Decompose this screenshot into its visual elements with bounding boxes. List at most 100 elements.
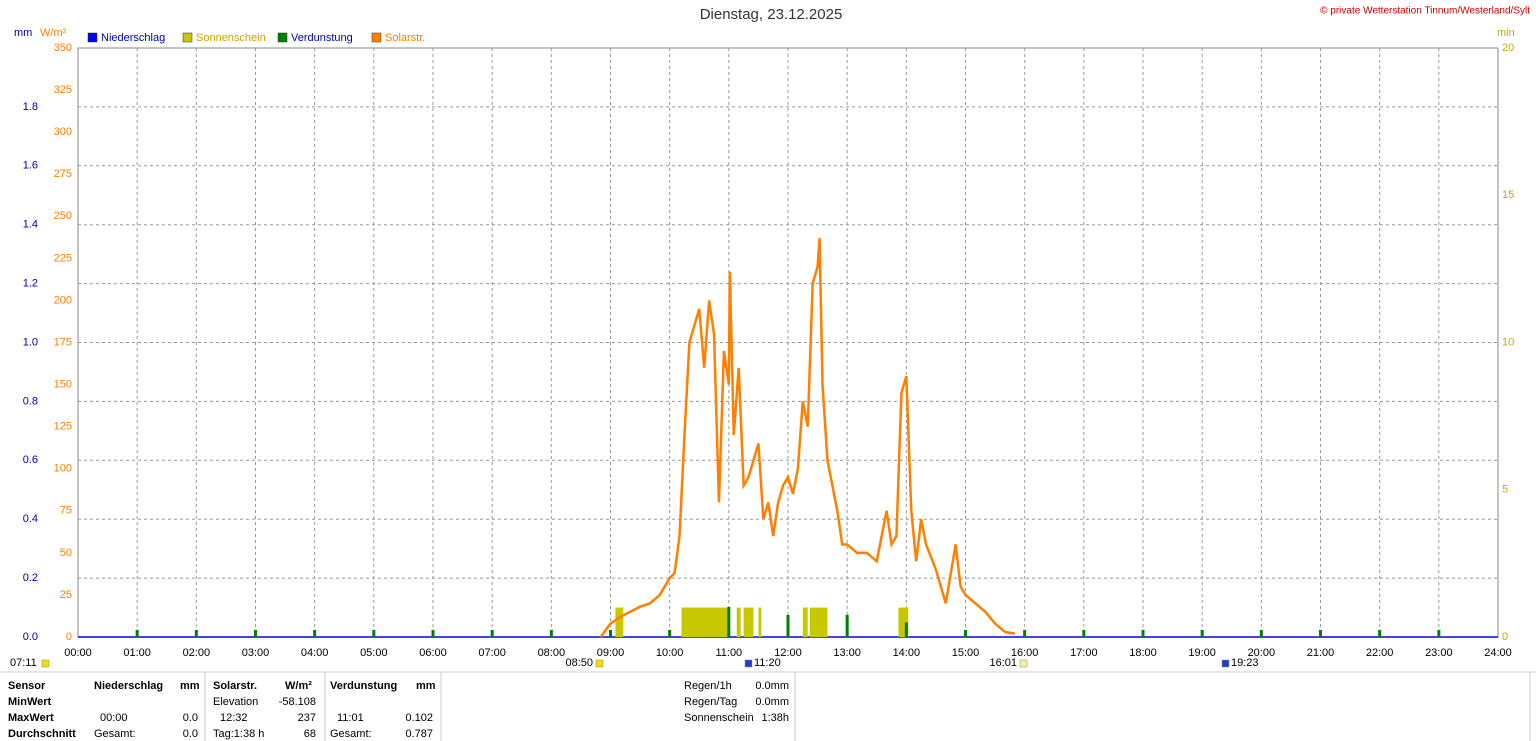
y-tick-label: 1.2 <box>23 278 38 290</box>
row-label: MinWert <box>8 696 52 708</box>
header: mm <box>180 680 200 692</box>
series-line <box>599 238 1016 638</box>
x-tick-label: 20:00 <box>1248 647 1276 659</box>
evaporation-bar <box>549 629 553 637</box>
legend-label: Sonnenschein <box>196 32 266 44</box>
y-tick-label: 275 <box>54 168 72 180</box>
y-tick-label: 1.0 <box>23 336 38 348</box>
sunshine-bar <box>758 607 762 637</box>
x-tick-label: 19:00 <box>1188 647 1216 659</box>
cell: 0.787 <box>405 728 433 740</box>
y-tick-label: 300 <box>54 126 72 138</box>
x-tick-label: 24:00 <box>1484 647 1512 659</box>
x-tick-label: 09:00 <box>597 647 625 659</box>
annotation-icon <box>1019 659 1028 668</box>
chart-title: Dienstag, 23.12.2025 <box>700 6 843 23</box>
y2-tick-label: 0 <box>1502 631 1508 643</box>
evaporation-bar <box>1378 629 1382 637</box>
y-tick-label: 1.8 <box>23 101 38 113</box>
y-tick-label: 0 <box>66 631 72 643</box>
header: Verdunstung <box>330 680 397 692</box>
y-tick-label: 0.2 <box>23 572 38 584</box>
evaporation-bar <box>727 606 731 637</box>
annotation: 16:01 <box>989 657 1017 669</box>
x-tick-label: 18:00 <box>1129 647 1157 659</box>
unit-label: min <box>1497 27 1515 39</box>
evaporation-bar <box>431 629 435 637</box>
y-tick-label: 125 <box>54 421 72 433</box>
cell: 0.0mm <box>755 696 789 708</box>
x-tick-label: 04:00 <box>301 647 329 659</box>
cell: Regen/Tag <box>684 696 737 708</box>
x-tick-label: 21:00 <box>1307 647 1335 659</box>
row-label: MaxWert <box>8 712 54 724</box>
x-tick-label: 23:00 <box>1425 647 1453 659</box>
annotation: 07:11 <box>10 657 37 669</box>
sunshine-bar <box>681 607 729 637</box>
sunshine-bar <box>615 607 624 637</box>
legend-swatch <box>277 32 288 43</box>
cell: 12:32 <box>220 712 248 724</box>
y2-tick-label: 20 <box>1502 42 1514 54</box>
x-tick-label: 06:00 <box>419 647 447 659</box>
annotation: 08:50 <box>565 657 593 669</box>
y-tick-label: 25 <box>60 589 72 601</box>
y-tick-label: 50 <box>60 547 72 559</box>
cell: 68 <box>304 728 316 740</box>
x-tick-label: 15:00 <box>952 647 980 659</box>
x-tick-label: 02:00 <box>183 647 211 659</box>
y-tick-label: 250 <box>54 210 72 222</box>
sunshine-bar <box>736 607 741 637</box>
evaporation-bar <box>490 629 494 637</box>
y-tick-label: 175 <box>54 336 72 348</box>
cell: -58.108 <box>279 696 316 708</box>
legend-swatch <box>87 32 98 43</box>
x-tick-label: 22:00 <box>1366 647 1394 659</box>
y-tick-label: 1.6 <box>23 160 38 172</box>
legend-label: Verdunstung <box>291 32 353 44</box>
y-tick-label: 0.4 <box>23 513 38 525</box>
legend-label: Solarstr. <box>385 32 425 44</box>
x-tick-label: 10:00 <box>656 647 684 659</box>
y-tick-label: 1.4 <box>23 219 38 231</box>
x-tick-label: 11:00 <box>715 647 742 659</box>
header: Solarstr. <box>213 680 257 692</box>
row-label: Durchschnitt <box>8 728 76 740</box>
y-tick-label: 350 <box>54 42 72 54</box>
evaporation-bar <box>194 629 198 637</box>
evaporation-bar <box>964 629 967 637</box>
y-tick-label: 325 <box>54 84 72 96</box>
header: mm <box>416 680 436 692</box>
header: Sensor <box>8 680 46 692</box>
evaporation-bar <box>1141 629 1145 637</box>
header: W/m² <box>285 680 312 692</box>
evaporation-bar <box>254 629 257 637</box>
x-tick-label: 08:00 <box>538 647 566 659</box>
cell: 0.0 <box>183 728 198 740</box>
evaporation-bar <box>1319 629 1322 637</box>
sunshine-bar <box>809 607 828 637</box>
x-tick-label: 05:00 <box>360 647 388 659</box>
cell: Regen/1h <box>684 680 732 692</box>
x-tick-label: 07:00 <box>478 647 506 659</box>
evaporation-bar <box>1082 629 1086 637</box>
y2-tick-label: 10 <box>1502 336 1514 348</box>
annotation-icon <box>41 659 50 668</box>
annotation-icon <box>1221 659 1230 668</box>
legend-swatch <box>182 32 193 43</box>
legend-label: Niederschlag <box>101 32 165 44</box>
x-tick-label: 03:00 <box>242 647 270 659</box>
unit-label: W/m² <box>40 27 67 39</box>
cell: Sonnenschein <box>684 712 754 724</box>
y-tick-label: 100 <box>54 463 72 475</box>
stats-table: Sensor Niederschlag mm Solarstr. W/m² Ve… <box>0 671 1536 741</box>
evaporation-bar <box>135 629 139 637</box>
annotation: 11:20 <box>754 657 781 669</box>
y2-tick-label: 5 <box>1502 484 1508 496</box>
legend-swatch <box>371 32 382 43</box>
x-tick-label: 01:00 <box>123 647 151 659</box>
y-tick-label: 75 <box>60 505 72 517</box>
unit-label: mm <box>14 27 32 39</box>
evaporation-bar <box>609 629 612 637</box>
